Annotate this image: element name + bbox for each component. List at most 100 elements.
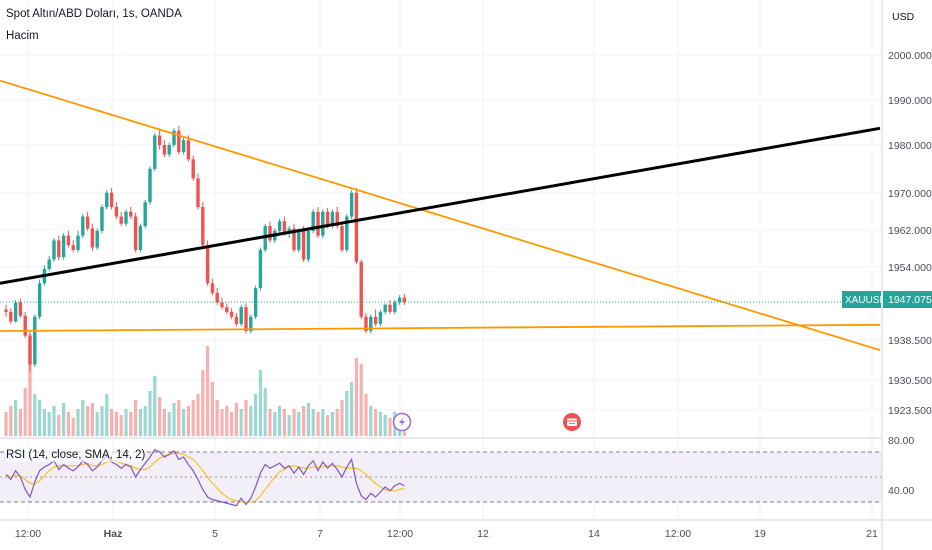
candle-body: [340, 226, 344, 250]
volume-bar: [52, 406, 56, 436]
volume-bar: [302, 406, 306, 436]
volume-bar: [350, 382, 354, 436]
rsi-tick-label: 40.00: [888, 485, 914, 497]
candle-body: [359, 261, 363, 317]
volume-bar: [33, 394, 37, 436]
volume-bar: [76, 409, 80, 436]
volume-bar: [47, 412, 51, 436]
price-badge-symbol: XAUUSD: [845, 295, 887, 306]
volume-bar: [311, 409, 315, 436]
volume-bar: [18, 409, 22, 436]
volume-bar: [23, 388, 27, 436]
volume-bars: [4, 334, 406, 436]
candle-body: [191, 159, 195, 179]
rsi-axis[interactable]: 80.00 40.00: [888, 435, 914, 497]
volume-bar: [62, 403, 66, 436]
volume-bar: [263, 388, 267, 436]
candle-body: [61, 235, 66, 258]
candle-body: [153, 135, 157, 169]
calendar-event-icon[interactable]: [563, 413, 581, 431]
lightning-icon[interactable]: [392, 412, 412, 432]
volume-bar: [167, 412, 171, 436]
volume-bar: [95, 412, 99, 436]
candle-body: [205, 245, 210, 284]
volume-bar: [254, 394, 258, 436]
volume-bar: [86, 406, 90, 436]
candle-body: [186, 140, 191, 160]
volume-bar: [143, 406, 147, 436]
volume-bar: [110, 409, 114, 436]
volume-bar: [239, 409, 243, 436]
volume-bar: [234, 403, 238, 436]
volume-bar: [196, 394, 200, 436]
candle-body: [129, 211, 133, 217]
volume-bar: [124, 409, 128, 436]
volume-bar: [105, 394, 109, 436]
symbol-title[interactable]: Spot Altın/ABD Doları, 1s, OANDA: [6, 8, 182, 20]
volume-bar: [158, 397, 162, 436]
rsi-line: [5, 448, 405, 507]
volume-bar: [374, 409, 378, 436]
price-badge-value: 1947.075: [888, 294, 932, 306]
time-tick-label: 12:00: [665, 528, 691, 540]
volume-label[interactable]: Hacim: [6, 30, 39, 42]
volume-bar: [119, 415, 123, 436]
volume-bar: [81, 400, 85, 436]
volume-bar: [186, 406, 190, 436]
candle-body: [402, 297, 407, 303]
candle-body: [277, 221, 282, 231]
time-tick-label: 19: [754, 528, 766, 540]
candle-body: [234, 316, 239, 324]
candle-body: [148, 168, 152, 203]
candle-body: [114, 207, 119, 217]
volume-bar: [378, 412, 382, 436]
candle-body: [124, 211, 128, 224]
price-axis[interactable]: 2000.000 1990.000 1980.000 1970.000 1962.000…: [888, 50, 932, 417]
candle-body: [369, 316, 373, 332]
volume-bar: [9, 406, 13, 436]
time-tick-label: 7: [317, 528, 323, 540]
volume-bar: [282, 409, 286, 436]
volume-bar: [114, 412, 118, 436]
candle-body: [292, 228, 296, 250]
rsi-tick-label: 80.00: [888, 435, 914, 447]
candle-body: [364, 316, 368, 332]
volume-bar: [335, 409, 339, 436]
price-tick-label: 1990.000: [888, 95, 932, 107]
candle-body: [90, 228, 95, 248]
rsi-ma-line: [5, 452, 405, 503]
candle-body: [306, 230, 311, 260]
candle-body: [138, 226, 143, 250]
candle-body: [311, 211, 315, 231]
candle-body: [47, 259, 51, 270]
volume-bar: [330, 412, 334, 436]
volume-bar: [38, 400, 42, 436]
rsi-label[interactable]: RSI (14, close, SMA, 14, 2): [6, 448, 146, 462]
volume-bar: [297, 412, 301, 436]
chart-grid: [0, 0, 882, 520]
volume-bar: [215, 400, 219, 436]
volume-bar: [306, 403, 310, 436]
candle-body: [268, 226, 272, 241]
volume-bar: [206, 346, 210, 436]
candle-body: [388, 304, 392, 312]
volume-bar: [326, 415, 330, 436]
price-tick-label: 1938.500: [888, 335, 932, 347]
candle-body: [373, 316, 378, 324]
candle-body: [133, 216, 138, 250]
candle-body: [95, 230, 99, 248]
time-axis[interactable]: 12:00 Haz 5 7 12:00 12 14 12:00 19 21: [15, 528, 878, 540]
candlestick-series: [4, 125, 407, 372]
volume-bar: [177, 400, 181, 436]
candle-body: [210, 283, 215, 293]
volume-bar: [316, 412, 320, 436]
candle-body: [297, 230, 301, 250]
volume-bar: [182, 409, 186, 436]
candle-body: [325, 211, 330, 227]
volume-bar: [292, 409, 296, 436]
candle-body: [105, 192, 109, 208]
volume-bar: [138, 409, 142, 436]
candle-body: [52, 240, 56, 260]
time-tick-label: Haz: [104, 528, 123, 540]
